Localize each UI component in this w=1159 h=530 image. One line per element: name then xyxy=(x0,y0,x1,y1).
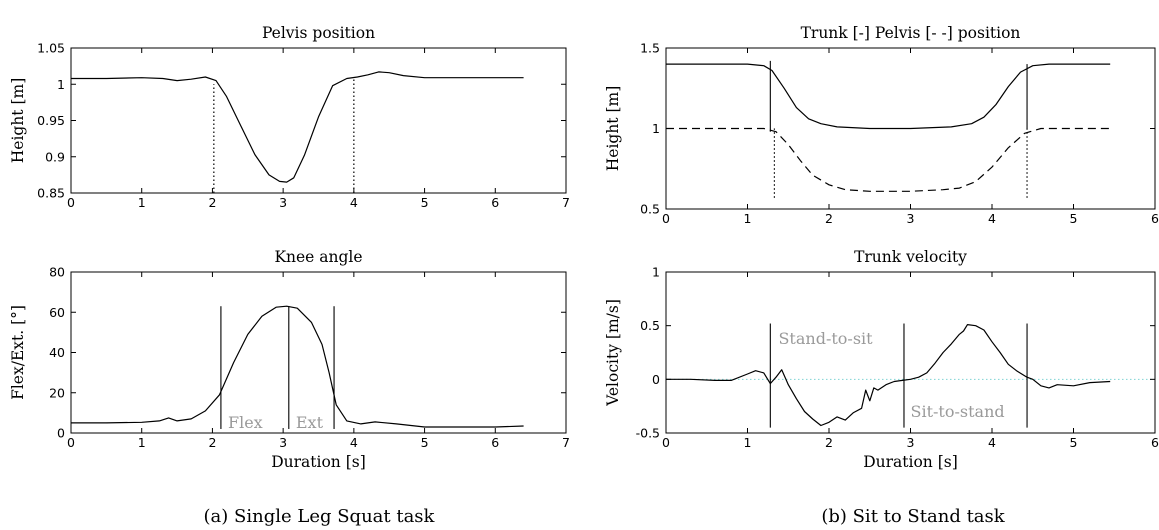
y-tick-label: 0.5 xyxy=(640,318,660,333)
x-tick-label: 6 xyxy=(491,435,499,450)
plot-area xyxy=(666,60,1111,198)
y-tick-label: 1.05 xyxy=(37,41,65,56)
y-tick-label: 0 xyxy=(57,426,65,441)
axes-frame xyxy=(70,271,567,434)
x-tick-label: 1 xyxy=(138,435,146,450)
x-tick-label: 2 xyxy=(825,211,833,226)
plot-area xyxy=(71,305,524,429)
chart-title: Trunk velocity xyxy=(854,248,967,266)
x-tick-label: 1 xyxy=(744,435,752,450)
x-tick-label: 5 xyxy=(1070,435,1078,450)
x-tick-label: 3 xyxy=(907,211,915,226)
series-line-0 xyxy=(71,305,524,428)
x-tick-label: 2 xyxy=(825,435,833,450)
series-line-0 xyxy=(666,63,1111,130)
y-tick-label: 1 xyxy=(652,265,660,280)
x-tick-label: 4 xyxy=(350,195,358,210)
x-tick-label: 4 xyxy=(988,435,996,450)
y-tick-label: -0.5 xyxy=(636,426,660,441)
x-tick-label: 0 xyxy=(67,435,75,450)
x-tick-label: 0 xyxy=(662,211,670,226)
x-tick-label: 2 xyxy=(208,435,216,450)
y-tick-label: 80 xyxy=(49,265,65,280)
x-axis-label: Duration [s] xyxy=(271,453,366,471)
x-tick-label: 5 xyxy=(1070,211,1078,226)
annotation-label: Flex xyxy=(228,413,263,432)
x-tick-label: 4 xyxy=(988,211,996,226)
annotation-label: Stand-to-sit xyxy=(778,329,873,348)
x-tick-label: 6 xyxy=(491,195,499,210)
x-tick-label: 0 xyxy=(662,435,670,450)
x-tick-label: 2 xyxy=(208,195,216,210)
plot-area xyxy=(666,323,1155,428)
y-tick-label: 0.95 xyxy=(37,113,65,128)
x-tick-label: 6 xyxy=(1151,435,1159,450)
x-tick-label: 3 xyxy=(907,435,915,450)
x-tick-label: 7 xyxy=(562,435,570,450)
chart-title: Pelvis position xyxy=(262,24,375,42)
chart-0-1: Flex Ext 0 1 2 3 4 5 6 7 0 20 40 60 80 Knee angle Flex/E… xyxy=(9,248,570,471)
x-tick-label: 1 xyxy=(138,195,146,210)
series-line-1 xyxy=(666,127,1111,192)
y-tick-label: 1 xyxy=(57,77,65,92)
x-tick-label: 6 xyxy=(1151,211,1159,226)
axes-frame xyxy=(70,47,567,194)
x-axis-label: Duration [s] xyxy=(863,453,958,471)
plot-area xyxy=(71,71,524,193)
annotation-label: Sit-to-stand xyxy=(911,402,1005,421)
x-tick-label: 1 xyxy=(744,211,752,226)
chart-0-0: 0 1 2 3 4 5 6 7 0.85 0.9 0.95 1 1.05 Pelvis position H… xyxy=(9,24,570,210)
chart-title: Knee angle xyxy=(274,248,362,266)
plots: 0 1 2 3 4 5 6 7 0.85 0.9 0.95 1 1.05 Pelvis position H… xyxy=(9,24,1159,471)
y-tick-label: 40 xyxy=(49,345,65,360)
y-tick-label: 60 xyxy=(49,305,65,320)
y-tick-label: 0.85 xyxy=(37,186,65,201)
caption-b: (b) Sit to Stand task xyxy=(821,506,1005,527)
series-line-0 xyxy=(71,71,524,183)
series-line-0 xyxy=(666,324,1111,427)
y-tick-label: 1.5 xyxy=(640,41,660,56)
chart-title: Trunk [-] Pelvis [- -] position xyxy=(801,24,1021,42)
y-axis-label: Velocity [m/s] xyxy=(604,299,622,407)
y-axis-label: Flex/Ext. [°] xyxy=(9,305,27,400)
x-tick-label: 0 xyxy=(67,195,75,210)
y-tick-label: 0 xyxy=(652,372,660,387)
chart-1-0: 0 1 2 3 4 5 6 0.5 1 1.5 Trunk [-] Pelvis [- -] pos… xyxy=(604,24,1159,226)
x-tick-label: 5 xyxy=(421,195,429,210)
x-tick-label: 4 xyxy=(350,435,358,450)
x-tick-label: 3 xyxy=(279,195,287,210)
x-tick-label: 5 xyxy=(421,435,429,450)
caption-a: (a) Single Leg Squat task xyxy=(204,506,436,527)
y-tick-label: 1 xyxy=(652,121,660,136)
y-tick-label: 20 xyxy=(49,385,65,400)
y-tick-label: 0.5 xyxy=(640,202,660,217)
x-tick-label: 3 xyxy=(279,435,287,450)
y-axis-label: Height [m] xyxy=(604,86,622,172)
y-axis-label: Height [m] xyxy=(9,78,27,164)
y-tick-label: 0.9 xyxy=(45,149,65,164)
annotation-label: Ext xyxy=(296,413,324,432)
x-tick-label: 7 xyxy=(562,195,570,210)
